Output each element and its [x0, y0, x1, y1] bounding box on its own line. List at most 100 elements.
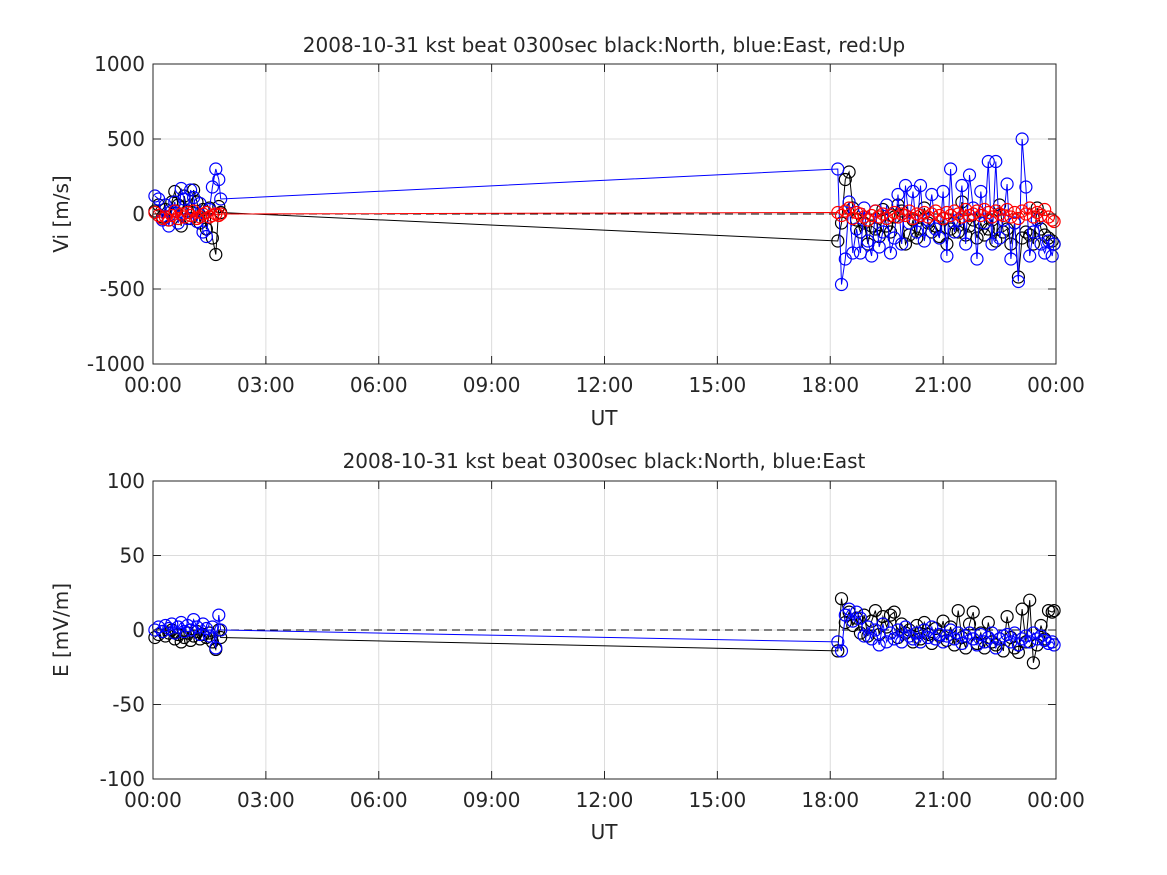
velocity-point-up [214, 207, 228, 221]
velocity-point-up [1023, 201, 1037, 215]
velocity-point-up [891, 210, 905, 224]
velocity-point-up [857, 210, 871, 224]
velocity-point-up [1004, 210, 1018, 224]
electric-field-point-east [199, 621, 213, 636]
electric-field-point-east [158, 618, 172, 633]
electric-field-point-east [174, 615, 188, 630]
electric-field-point-east [898, 620, 913, 634]
velocity-point-north [212, 199, 226, 214]
velocity-point-north [1023, 228, 1037, 242]
velocity-y-axis-label: Vi [m/s] [49, 175, 73, 252]
electric-field-point-east [925, 620, 939, 634]
velocity-x-tick-label: 18:00 [801, 373, 859, 397]
velocity-point-east [913, 178, 928, 193]
velocity-x-tick-label: 12:00 [576, 373, 634, 397]
electric-field-x-tick-label: 18:00 [801, 788, 859, 812]
electric-field-point-east [1000, 627, 1014, 642]
electric-field-point-east [974, 627, 988, 642]
electric-field-point-east [202, 629, 216, 643]
velocity-point-east [962, 168, 977, 182]
velocity-x-tick-label: 21:00 [914, 373, 972, 397]
electric-field-point-north [962, 617, 977, 631]
electric-field-x-tick-label: 09:00 [463, 788, 521, 812]
electric-field-point-east [872, 638, 886, 652]
velocity-point-east [1000, 177, 1014, 191]
electric-field-point-east [902, 629, 916, 643]
velocity-point-up [1038, 202, 1052, 217]
electric-field-x-tick-label: 00:00 [124, 788, 182, 812]
electric-field-point-east [989, 641, 1003, 655]
electric-field-point-north [1047, 603, 1061, 618]
velocity-point-up [158, 210, 172, 224]
velocity-point-east [959, 237, 973, 251]
velocity-point-east [943, 162, 958, 176]
velocity-point-east [928, 222, 943, 236]
velocity-point-up [168, 204, 182, 218]
electric-field-y-tick-label: -100 [100, 767, 145, 791]
velocity-point-north [838, 172, 852, 187]
velocity-point-north [165, 195, 179, 209]
velocity-point-east [209, 162, 223, 176]
electric-field-x-tick-label: 21:00 [914, 788, 972, 812]
velocity-point-east [891, 187, 905, 202]
electric-field-x-tick-label: 00:00 [1027, 788, 1085, 812]
electric-field-point-north [174, 635, 188, 649]
velocity-y-tick-label: -1000 [87, 352, 145, 376]
electric-field-point-north [917, 615, 931, 630]
electric-field-point-east [891, 623, 905, 637]
electric-field-point-east [857, 629, 871, 643]
velocity-point-east [910, 225, 924, 239]
electric-field-point-east [205, 620, 219, 634]
velocity-point-east [1023, 249, 1037, 263]
velocity-panel-title: 2008-10-31 kst beat 0300sec black:North,… [303, 33, 905, 57]
velocity-point-east [184, 183, 198, 197]
electric-field-x-axis-label: UT [591, 820, 619, 844]
electric-field-point-east [932, 627, 947, 642]
electric-field-panel-title: 2008-10-31 kst beat 0300sec black:North,… [343, 449, 866, 473]
electric-field-point-north [887, 605, 901, 619]
velocity-point-east [168, 195, 182, 209]
velocity-point-east [947, 225, 962, 239]
velocity-y-tick-label: 500 [107, 127, 145, 151]
electric-field-y-axis-label: E [mV/m] [49, 583, 73, 677]
electric-field-point-east [212, 608, 226, 622]
electric-field-point-east [1023, 635, 1037, 649]
velocity-point-up [199, 205, 213, 220]
electric-field-x-tick-label: 06:00 [350, 788, 408, 812]
velocity-point-east [861, 234, 875, 248]
velocity-point-east [955, 178, 969, 193]
electric-field-point-east [861, 620, 875, 634]
velocity-point-east [895, 237, 909, 251]
electric-field-point-east [842, 602, 856, 616]
velocity-x-tick-label: 06:00 [350, 373, 408, 397]
electric-field-point-east [1015, 632, 1029, 646]
electric-field-point-east [190, 620, 204, 634]
velocity-point-up [925, 207, 939, 221]
electric-field-point-east [831, 635, 845, 649]
electric-field-point-east [959, 629, 973, 643]
velocity-point-up [162, 213, 176, 227]
electric-field-point-east [910, 626, 924, 640]
velocity-point-east [1011, 274, 1026, 289]
velocity-point-north [831, 234, 845, 248]
velocity-point-east [1034, 237, 1048, 251]
velocity-point-up [883, 208, 898, 223]
velocity-point-east [932, 231, 947, 245]
velocity-point-north [898, 237, 913, 251]
velocity-point-up [932, 208, 947, 223]
electric-field-x-tick-label: 03:00 [237, 788, 295, 812]
velocity-point-up [1011, 211, 1026, 226]
velocity-point-up [212, 208, 226, 223]
electric-field-point-east [1047, 638, 1061, 652]
velocity-point-east [196, 225, 210, 239]
electric-field-y-tick-label: -50 [112, 693, 145, 717]
velocity-point-up [1026, 210, 1041, 224]
velocity-point-up [181, 205, 195, 220]
electric-field-point-east [1030, 632, 1044, 646]
velocity-panel: 2008-10-31 kst beat 0300sec black:North,… [49, 33, 1085, 430]
velocity-point-up [177, 210, 191, 224]
velocity-point-up [155, 211, 169, 226]
velocity-point-east [917, 234, 931, 248]
velocity-point-north [970, 231, 984, 245]
electric-field-point-north [883, 608, 898, 622]
